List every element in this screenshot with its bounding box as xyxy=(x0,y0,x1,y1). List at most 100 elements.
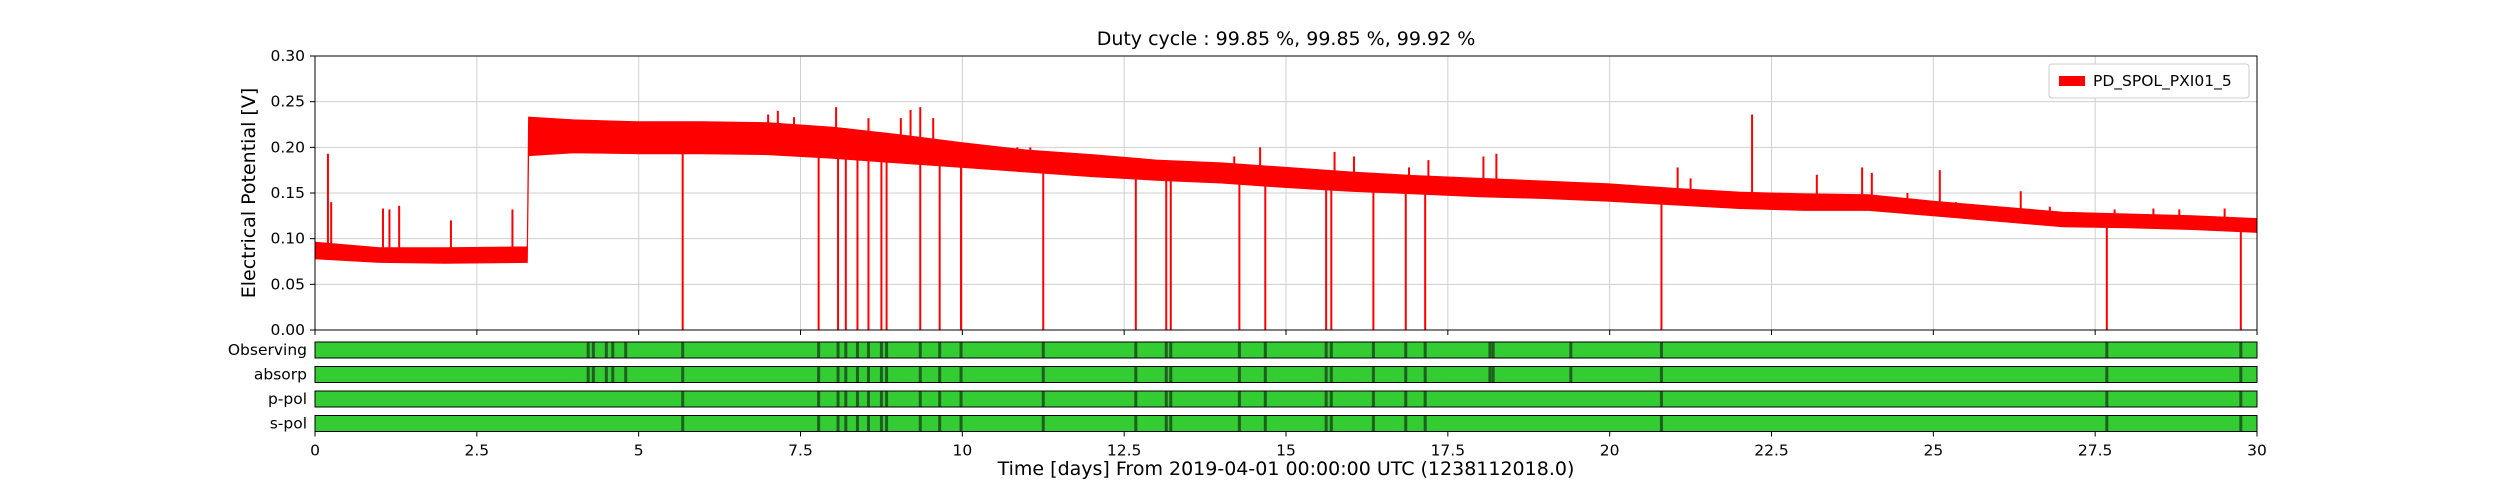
segment-gap xyxy=(836,415,840,432)
segment-gap xyxy=(1237,391,1241,407)
segment-gap xyxy=(611,366,615,383)
segment-gap xyxy=(866,366,870,383)
segment-gap xyxy=(1164,366,1168,383)
x-tick-label: 30 xyxy=(2247,442,2267,460)
segment-gap xyxy=(844,342,848,358)
y-tick-label: 0.30 xyxy=(270,47,305,65)
segment-gap xyxy=(611,342,615,358)
segment-gap xyxy=(836,391,840,407)
y-tick-label: 0.25 xyxy=(270,93,305,111)
segment-gap xyxy=(879,366,883,383)
segment-gap xyxy=(1324,366,1328,383)
segment-gap xyxy=(681,415,685,432)
segment-gap xyxy=(1659,415,1663,432)
segment-gap xyxy=(866,391,870,407)
segment-gap xyxy=(1263,391,1267,407)
segment-gap xyxy=(1263,366,1267,383)
segment-gap xyxy=(879,415,883,432)
segment-frame xyxy=(314,341,2258,359)
segment-gap xyxy=(1134,366,1138,383)
segment-gap xyxy=(1404,366,1408,383)
segment-gap xyxy=(938,342,942,358)
segment-bar-s-pol xyxy=(315,415,2257,432)
segment-gap xyxy=(836,366,840,383)
segment-gap xyxy=(1404,342,1408,358)
x-tick-label: 0 xyxy=(310,442,320,460)
segment-gap xyxy=(1659,342,1663,358)
segment-gap xyxy=(885,415,889,432)
segment-gap xyxy=(817,366,821,383)
segment-gap xyxy=(844,366,848,383)
segment-gap xyxy=(1134,391,1138,407)
segment-gap xyxy=(1134,342,1138,358)
x-tick-label: 20 xyxy=(1600,442,1620,460)
segment-gap xyxy=(1169,391,1173,407)
segment-gap xyxy=(959,366,963,383)
segment-gap xyxy=(586,366,590,383)
segment-gap xyxy=(1041,391,1045,407)
segment-label: Observing xyxy=(228,341,307,359)
segment-label: absorp xyxy=(254,366,307,384)
segment-gap xyxy=(2105,342,2109,358)
segment-gap xyxy=(1329,391,1333,407)
segment-gap xyxy=(586,342,590,358)
segment-gap xyxy=(855,415,859,432)
segment-gap xyxy=(1423,391,1427,407)
y-tick-label: 0.00 xyxy=(270,321,305,339)
segment-gap xyxy=(1324,391,1328,407)
segment-gap xyxy=(1659,391,1663,407)
segment-gap xyxy=(885,342,889,358)
legend-swatch xyxy=(2059,76,2085,86)
segment-gap xyxy=(1237,415,1241,432)
segment-gap xyxy=(855,342,859,358)
y-tick-label: 0.05 xyxy=(270,275,305,293)
segment-gap xyxy=(2239,342,2243,358)
segment-gap xyxy=(918,415,922,432)
x-tick-label: 7.5 xyxy=(788,442,813,460)
segment-frame xyxy=(314,366,2258,383)
segment-gap xyxy=(1041,366,1045,383)
segment-gap xyxy=(2239,391,2243,407)
segment-gap xyxy=(2105,391,2109,407)
segment-gap xyxy=(1329,342,1333,358)
segment-gap xyxy=(1329,415,1333,432)
segment-gap xyxy=(2105,366,2109,383)
segment-gap xyxy=(604,342,608,358)
x-tick-label: 15 xyxy=(1276,442,1296,460)
segment-gap xyxy=(817,391,821,407)
segment-gap xyxy=(959,342,963,358)
segment-gap xyxy=(604,366,608,383)
segment-gap xyxy=(2239,415,2243,432)
segment-gap xyxy=(1569,342,1573,358)
x-tick-label: 25 xyxy=(1923,442,1943,460)
segment-label: s-pol xyxy=(270,415,307,433)
segment-bar-Observing xyxy=(315,342,2257,358)
segment-gap xyxy=(681,366,685,383)
segment-gap xyxy=(1324,342,1328,358)
segment-gap xyxy=(855,391,859,407)
segment-gap xyxy=(1371,366,1375,383)
segment-gap xyxy=(1423,415,1427,432)
y-axis-title: Electrical Potential [V] xyxy=(238,88,260,298)
segment-gap xyxy=(1041,415,1045,432)
x-tick-label: 10 xyxy=(952,442,972,460)
segment-gap xyxy=(817,342,821,358)
x-tick-label: 12.5 xyxy=(1107,442,1142,460)
segment-gap xyxy=(879,391,883,407)
segment-gap xyxy=(959,415,963,432)
segment-gap xyxy=(855,366,859,383)
segment-gap xyxy=(879,342,883,358)
segment-frame xyxy=(314,390,2258,408)
segment-gap xyxy=(918,342,922,358)
segment-gap xyxy=(1237,342,1241,358)
segment-gap xyxy=(1371,391,1375,407)
segment-gap xyxy=(1164,391,1168,407)
segment-gap xyxy=(1134,415,1138,432)
segment-gap xyxy=(1488,342,1492,358)
segment-gap xyxy=(2239,366,2243,383)
x-tick-label: 5 xyxy=(634,442,644,460)
legend-box xyxy=(2048,63,2250,99)
legend-label: PD_SPOL_PXI01_5 xyxy=(2093,72,2232,91)
